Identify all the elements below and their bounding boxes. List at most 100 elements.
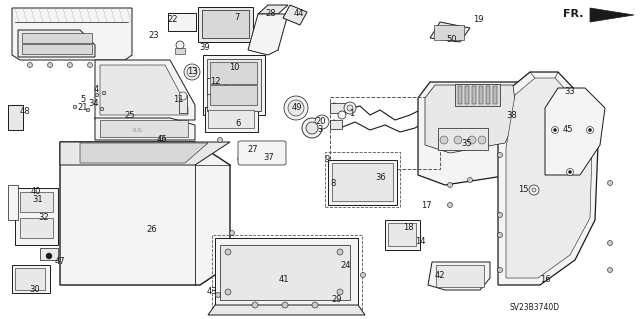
Text: 14: 14 [415, 236, 425, 246]
Text: 15: 15 [518, 186, 528, 195]
Text: 22: 22 [168, 16, 179, 25]
Bar [8, 105, 23, 130]
Polygon shape [15, 188, 58, 245]
Text: 20: 20 [316, 117, 326, 127]
Bar [486, 86, 490, 104]
Bar [330, 103, 345, 113]
Circle shape [360, 272, 365, 278]
Bar [12, 265, 50, 293]
Polygon shape [498, 72, 598, 285]
Text: 45: 45 [563, 125, 573, 135]
Polygon shape [258, 5, 288, 14]
Polygon shape [425, 85, 517, 153]
Circle shape [337, 289, 343, 295]
Circle shape [95, 93, 99, 97]
Polygon shape [95, 118, 195, 140]
Text: 38: 38 [507, 112, 517, 121]
Circle shape [497, 233, 502, 238]
Text: 7: 7 [234, 13, 240, 23]
Polygon shape [12, 8, 132, 60]
Text: Y18L: Y18L [132, 128, 144, 132]
Circle shape [338, 111, 346, 119]
Text: 10: 10 [228, 63, 239, 72]
Bar [479, 86, 483, 104]
Text: 46: 46 [157, 135, 167, 144]
Bar [175, 48, 185, 54]
Bar [472, 86, 476, 104]
Bar [458, 86, 462, 104]
Polygon shape [506, 78, 592, 278]
Circle shape [218, 137, 223, 143]
Circle shape [252, 302, 258, 308]
Text: 3: 3 [317, 125, 323, 135]
Polygon shape [60, 142, 230, 285]
Text: 48: 48 [20, 108, 30, 116]
Polygon shape [385, 220, 420, 250]
Bar [465, 86, 469, 104]
Circle shape [67, 63, 72, 68]
Polygon shape [430, 22, 470, 42]
Circle shape [497, 268, 502, 272]
Text: 26: 26 [147, 226, 157, 234]
Bar [436, 265, 484, 287]
Text: 41: 41 [279, 275, 289, 284]
Bar [15, 268, 45, 290]
Circle shape [282, 302, 288, 308]
Circle shape [529, 185, 539, 195]
Text: 19: 19 [473, 16, 483, 25]
Circle shape [315, 115, 329, 129]
Polygon shape [428, 262, 490, 290]
Circle shape [230, 231, 234, 235]
Circle shape [552, 127, 559, 133]
Bar [8, 185, 18, 220]
Bar [208, 110, 254, 128]
Bar [207, 78, 225, 94]
Circle shape [216, 293, 221, 298]
Circle shape [586, 127, 593, 133]
Text: 9: 9 [324, 155, 330, 165]
Circle shape [554, 129, 557, 131]
Text: 25: 25 [125, 110, 135, 120]
Text: 49: 49 [292, 103, 302, 113]
Circle shape [225, 249, 231, 255]
Text: 37: 37 [264, 152, 275, 161]
Text: 16: 16 [540, 275, 550, 284]
Polygon shape [205, 107, 258, 132]
Circle shape [102, 91, 106, 95]
Text: 23: 23 [148, 32, 159, 41]
Text: 27: 27 [248, 145, 259, 153]
Circle shape [288, 100, 304, 116]
Circle shape [302, 118, 322, 138]
Bar [210, 62, 257, 84]
Bar [203, 55, 265, 115]
Circle shape [28, 63, 33, 68]
Circle shape [176, 41, 184, 49]
Text: 28: 28 [266, 10, 276, 19]
Circle shape [497, 152, 502, 158]
Polygon shape [100, 65, 188, 115]
Bar [22, 44, 92, 54]
Circle shape [306, 122, 318, 134]
Circle shape [337, 249, 343, 255]
Circle shape [347, 105, 353, 111]
FancyBboxPatch shape [238, 141, 286, 165]
Bar [210, 85, 257, 105]
Text: 24: 24 [340, 261, 351, 270]
Circle shape [344, 102, 356, 114]
Bar [330, 120, 342, 129]
Text: 36: 36 [376, 173, 387, 182]
Bar [325, 152, 400, 207]
Text: 39: 39 [200, 42, 211, 51]
Polygon shape [328, 160, 397, 205]
Text: 43: 43 [207, 286, 218, 295]
Text: 6: 6 [236, 118, 241, 128]
Polygon shape [283, 5, 307, 25]
Text: 30: 30 [29, 285, 40, 293]
Bar [40, 248, 58, 260]
Text: FR.: FR. [563, 9, 584, 19]
Bar [388, 223, 416, 246]
Polygon shape [80, 143, 208, 163]
Polygon shape [60, 142, 230, 165]
Text: 12: 12 [210, 78, 220, 86]
Bar [198, 7, 253, 42]
